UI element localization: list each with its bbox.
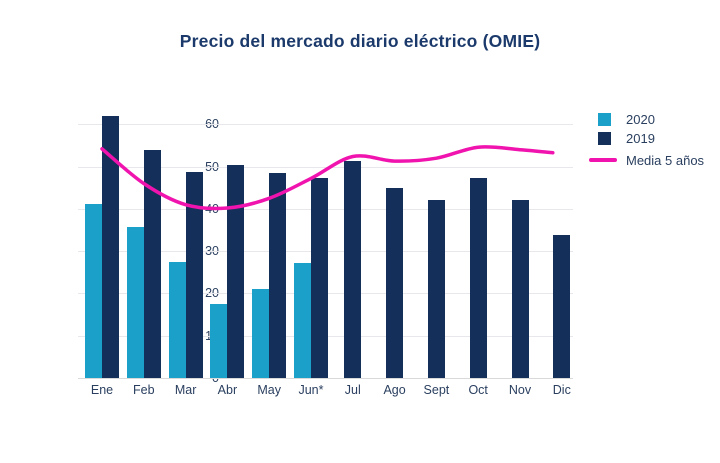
x-tick-label-Abr: Abr — [217, 383, 238, 397]
x-tick-label-Feb: Feb — [133, 383, 155, 397]
plot-area — [78, 107, 573, 379]
legend-item-media-5-anos[interactable]: Media 5 años — [589, 151, 704, 169]
bar-2020-Abr[interactable] — [210, 304, 228, 378]
bar-2019-Abr[interactable] — [227, 165, 245, 378]
bar-2019-Ene[interactable] — [102, 115, 119, 378]
bar-2019-Jul[interactable] — [344, 160, 362, 378]
bar-2019-Ago[interactable] — [386, 188, 404, 378]
bar-2019-Mar[interactable] — [185, 171, 203, 378]
media-5-anos-line[interactable] — [100, 145, 555, 211]
legend: 2020 2019 Media 5 años — [589, 110, 704, 170]
legend-swatch-2019 — [598, 131, 611, 145]
bar-2019-May[interactable] — [269, 173, 287, 378]
x-tick-label-Sept: Sept — [423, 383, 450, 397]
bar-2019-Jun[interactable] — [311, 178, 328, 378]
y-gridline-60 — [78, 124, 573, 126]
bar-2019-Oct[interactable] — [469, 178, 487, 378]
bar-2020-Feb[interactable] — [126, 227, 144, 378]
legend-item-2019[interactable]: 2019 — [589, 129, 704, 147]
bar-2020-Mar[interactable] — [168, 261, 186, 378]
media-5-anos-line-layer — [100, 145, 555, 211]
y-gridline-50 — [78, 166, 573, 168]
legend-label-media-5-anos: Media 5 años — [626, 152, 705, 168]
legend-swatch-2020 — [598, 112, 611, 126]
x-tick-label-Ene: Ene — [90, 383, 114, 397]
bar-2020-Ene[interactable] — [85, 204, 102, 378]
x-tick-label-Jul: Jul — [344, 383, 361, 397]
x-tick-label-Oct: Oct — [468, 383, 488, 397]
legend-label-2020: 2020 — [626, 111, 655, 127]
bar-2019-Sept[interactable] — [427, 200, 445, 378]
x-tick-label-Mar: Mar — [174, 383, 197, 397]
y-gridline-0 — [78, 378, 573, 379]
x-tick-label-May: May — [257, 383, 281, 397]
bar-2019-Dic[interactable] — [553, 235, 571, 378]
x-tick-label-Nov: Nov — [508, 383, 532, 397]
bar-2020-Jun[interactable] — [294, 263, 311, 378]
legend-label-2019: 2019 — [626, 130, 655, 146]
chart-title: Precio del mercado diario eléctrico (OMI… — [179, 31, 541, 51]
bar-2019-Feb[interactable] — [143, 149, 161, 378]
bar-2020-May[interactable] — [252, 289, 270, 378]
x-tick-label-Dic: Dic — [552, 383, 571, 397]
x-tick-label-Ago: Ago — [383, 383, 406, 397]
x-tick-label-Jun: Jun* — [298, 383, 324, 397]
bar-2019-Nov[interactable] — [511, 199, 529, 378]
legend-line-icon — [589, 158, 617, 162]
legend-item-2020[interactable]: 2020 — [589, 110, 704, 128]
